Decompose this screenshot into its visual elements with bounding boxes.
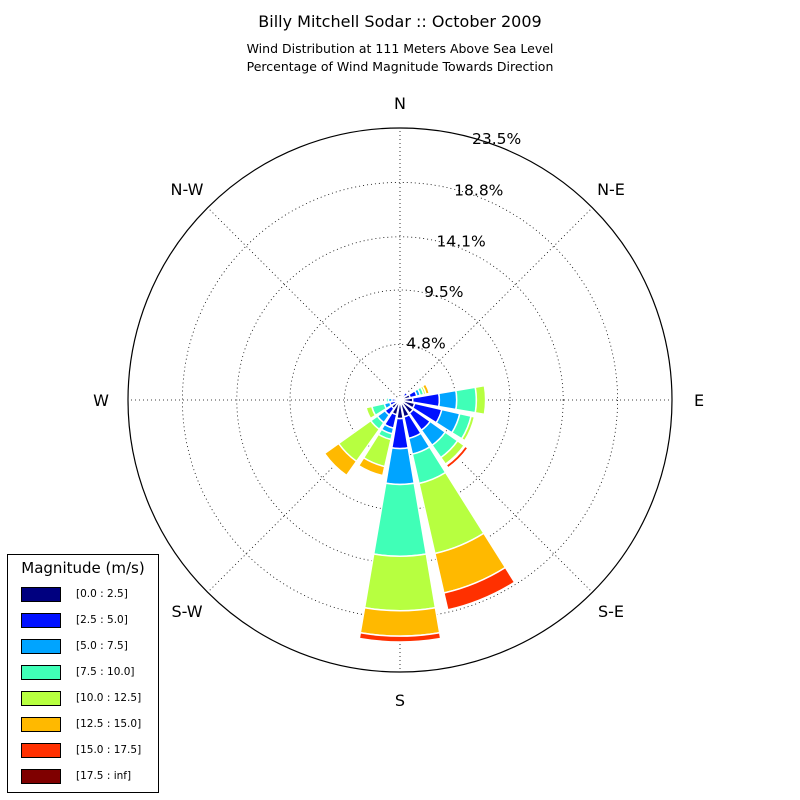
direction-label: E bbox=[694, 391, 704, 410]
legend-swatch bbox=[21, 769, 61, 784]
legend: Magnitude (m/s) [0.0 : 2.5] [2.5 : 5.0] … bbox=[7, 554, 159, 793]
windrose-bar-segment bbox=[385, 396, 390, 404]
legend-label: [17.5 : inf] bbox=[76, 770, 132, 782]
legend-swatch bbox=[21, 717, 61, 732]
chart-subtitle-line-1: Wind Distribution at 111 Meters Above Se… bbox=[246, 41, 554, 56]
direction-label: S bbox=[395, 691, 405, 710]
direction-label: S-E bbox=[598, 602, 624, 621]
legend-label: [12.5 : 15.0] bbox=[76, 718, 142, 730]
windrose-bar-segment bbox=[359, 606, 441, 637]
legend-label: [5.0 : 7.5] bbox=[76, 640, 128, 652]
legend-label: [10.0 : 12.5] bbox=[76, 692, 142, 704]
radial-tick-label: 4.8% bbox=[406, 335, 445, 353]
legend-label: [2.5 : 5.0] bbox=[76, 614, 128, 626]
windrose-bar-segment bbox=[447, 447, 470, 470]
radial-tick-label: 14.1% bbox=[436, 233, 485, 251]
spoke-line bbox=[399, 207, 593, 401]
windrose-bar-segment bbox=[395, 397, 400, 401]
radial-tick-label: 23.5% bbox=[472, 130, 521, 148]
legend-title: Magnitude (m/s) bbox=[21, 559, 145, 577]
legend-swatch bbox=[21, 665, 61, 680]
chart-subtitle-line-2: Percentage of Wind Magnitude Towards Dir… bbox=[246, 59, 554, 74]
legend-swatch bbox=[21, 613, 61, 628]
legend-label: [0.0 : 2.5] bbox=[76, 588, 128, 600]
legend-swatch bbox=[21, 743, 61, 758]
windrose-bar-segment bbox=[443, 566, 516, 611]
windrose-bar-segment bbox=[474, 384, 487, 416]
direction-label: N-E bbox=[597, 180, 625, 199]
chart-title: Billy Mitchell Sodar :: October 2009 bbox=[258, 12, 542, 31]
windrose-bar-segment bbox=[384, 447, 416, 486]
legend-swatch bbox=[21, 587, 61, 602]
windrose-bar-segment bbox=[455, 386, 478, 414]
outer-circle bbox=[127, 127, 673, 673]
windrose-bar-segment bbox=[363, 553, 437, 612]
windrose-bar-segment bbox=[322, 452, 348, 478]
windrose-bars bbox=[322, 382, 516, 643]
axis-labels: N N-E E S-E S S-W W N-W 4.8% 9.5% 14.1% 18.8% 23.5% bbox=[93, 94, 704, 710]
direction-label: N-W bbox=[171, 180, 204, 199]
windrose-bar-segment bbox=[421, 382, 431, 396]
windrose-bar-segment bbox=[398, 398, 401, 401]
legend-swatch bbox=[21, 639, 61, 654]
direction-label: W bbox=[93, 391, 109, 410]
windrose-bar-segment bbox=[357, 456, 386, 477]
radial-tick-label: 9.5% bbox=[424, 283, 463, 301]
direction-label: N bbox=[394, 94, 406, 113]
grid-circle bbox=[181, 181, 619, 619]
direction-label: S-W bbox=[171, 602, 202, 621]
spoke-line bbox=[207, 207, 401, 401]
windrose-bar-segment bbox=[358, 631, 442, 643]
windrose-bar-segment bbox=[460, 415, 476, 442]
windrose-bar-segment bbox=[372, 482, 428, 557]
windrose-bar-segment bbox=[365, 405, 377, 420]
legend-label: [15.0 : 17.5] bbox=[76, 744, 142, 756]
legend-label: [7.5 : 10.0] bbox=[76, 666, 135, 678]
legend-swatch bbox=[21, 691, 61, 706]
windrose-bar-segment bbox=[437, 389, 458, 411]
radial-tick-label: 18.8% bbox=[454, 181, 503, 199]
